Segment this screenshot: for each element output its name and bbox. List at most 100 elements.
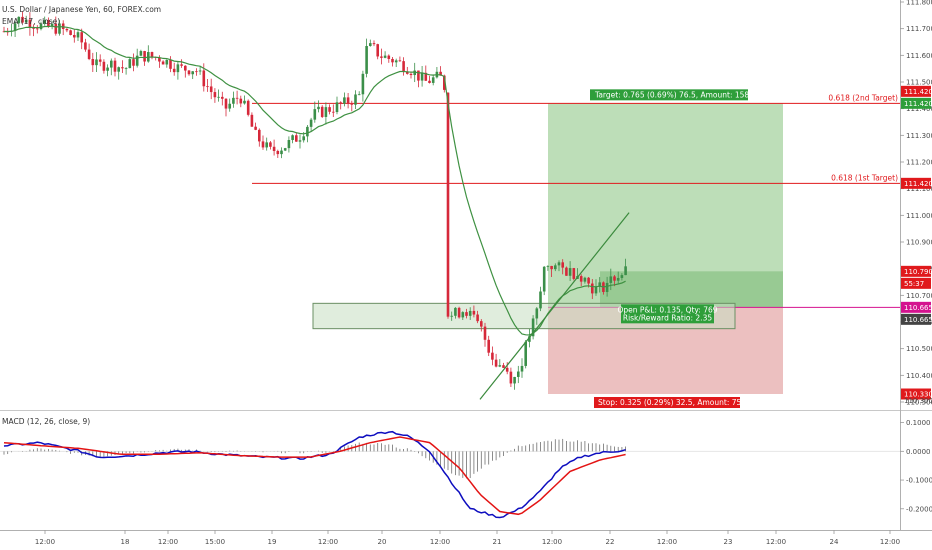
price-tick-label: 111.500 xyxy=(906,79,932,87)
candle-body xyxy=(335,102,339,113)
candle-body xyxy=(439,71,442,76)
candle-body xyxy=(254,126,257,130)
time-tick-label: 12:00 xyxy=(35,538,55,546)
candle-body xyxy=(343,97,346,104)
candle-body xyxy=(487,339,490,353)
candle-body xyxy=(594,286,598,294)
candle-body xyxy=(176,64,180,73)
price-axis[interactable]: 111.800 111.700 111.600 111.500 111.400 111.3… xyxy=(900,0,932,407)
candle-body xyxy=(143,51,146,62)
candle-body xyxy=(443,75,446,90)
candle-body xyxy=(61,23,65,30)
price-badge-under: 110.300 xyxy=(904,397,932,405)
candle-body xyxy=(269,142,272,147)
candle-body xyxy=(280,150,283,155)
candle-body xyxy=(158,57,161,62)
candle-body xyxy=(117,67,120,72)
candle-body xyxy=(39,23,43,30)
candle-body xyxy=(291,135,294,141)
candle-body xyxy=(517,371,520,377)
time-axis[interactable]: 12:00 18 12:00 15:00 19 12:00 20 12:00 21 12:00 22… xyxy=(35,530,900,546)
candle-body xyxy=(121,67,124,69)
time-tick-label: 24 xyxy=(830,538,839,546)
candle-body xyxy=(180,64,183,66)
macd-legend: MACD (12, 26, close, 9) xyxy=(2,417,90,426)
price-badge xyxy=(901,265,931,277)
candle-body xyxy=(58,23,61,34)
price-badge-text: 111.420 xyxy=(904,180,932,188)
ema-legend: EMA (17, close) xyxy=(2,17,60,26)
candle-body xyxy=(332,111,335,113)
candle-body xyxy=(295,135,298,142)
candle-body xyxy=(217,96,220,98)
candle-body xyxy=(328,107,331,112)
price-badge-text: 110.330 xyxy=(904,391,932,399)
candle-body xyxy=(546,265,550,267)
price-tick-label: 111.200 xyxy=(906,159,932,167)
candle-body xyxy=(124,68,128,69)
candle-body xyxy=(383,55,387,58)
price-badge xyxy=(901,301,931,313)
candle-body xyxy=(139,51,143,56)
time-tick-label: 22 xyxy=(606,538,615,546)
candle-body xyxy=(483,326,487,340)
candle-body xyxy=(587,277,590,284)
candle-body xyxy=(17,16,21,24)
candle-body xyxy=(583,277,587,282)
price-tick-label: 111.000 xyxy=(906,212,932,220)
candle-body xyxy=(272,146,276,151)
price-tick-label: 110.700 xyxy=(906,292,932,300)
candle-body xyxy=(620,275,624,278)
price-badge xyxy=(901,177,931,189)
stop-label: Stop: 0.325 (0.29%) 32.5, Amount: 750.07 xyxy=(594,397,758,408)
time-tick-label: 12:00 xyxy=(880,538,900,546)
candle-body xyxy=(468,310,472,316)
candle-body xyxy=(265,142,268,148)
candle-body xyxy=(213,92,217,98)
candle-body xyxy=(428,80,431,83)
candle-body xyxy=(346,97,350,104)
candle-body xyxy=(387,55,391,59)
candle-body xyxy=(198,70,202,72)
candle-body xyxy=(202,70,206,87)
time-tick-label: 12:00 xyxy=(657,538,677,546)
candle-body xyxy=(502,365,505,368)
price-badge-text: 110.790 xyxy=(904,268,932,276)
price-badge-text: 111.420 xyxy=(904,88,932,96)
candle-body xyxy=(150,52,154,58)
candle-body xyxy=(113,60,117,72)
macd-pane[interactable] xyxy=(0,411,900,526)
profit-fill xyxy=(600,271,783,308)
candle-body xyxy=(498,365,502,367)
trend-line[interactable] xyxy=(479,212,630,400)
candle-body xyxy=(102,61,106,71)
macd-axis[interactable]: 0.1000 0.0000 -0.1000 -0.2000 xyxy=(900,419,932,513)
candle-body xyxy=(172,68,176,73)
price-badges: 111.420 111.420 111.420 110.790 55:37 110.665… xyxy=(901,85,932,405)
candle-body xyxy=(565,267,568,276)
candle-body xyxy=(550,265,553,270)
candle-body xyxy=(28,19,32,28)
candle-body xyxy=(461,312,465,318)
price-badge-text: 110.665 xyxy=(904,304,932,312)
candle-body xyxy=(169,59,172,69)
price-badge-text: 111.420 xyxy=(904,100,932,108)
price-badge-text: 110.665 xyxy=(904,316,932,324)
time-tick-label: 18 xyxy=(121,538,130,546)
candle-body xyxy=(239,98,243,104)
time-tick-label: 12:00 xyxy=(542,538,562,546)
candle-body xyxy=(65,29,69,31)
candle-body xyxy=(394,60,398,63)
signal-line xyxy=(3,436,626,516)
candle-body xyxy=(195,71,198,73)
candle-body xyxy=(380,56,383,58)
candle-body xyxy=(568,268,572,276)
candle-body xyxy=(324,107,328,117)
candle-body xyxy=(376,44,379,57)
candle-body xyxy=(520,365,524,372)
candle-body xyxy=(509,371,513,384)
candle-body xyxy=(561,262,564,268)
candle-body xyxy=(339,102,342,104)
price-tick-label: 111.300 xyxy=(906,132,932,140)
